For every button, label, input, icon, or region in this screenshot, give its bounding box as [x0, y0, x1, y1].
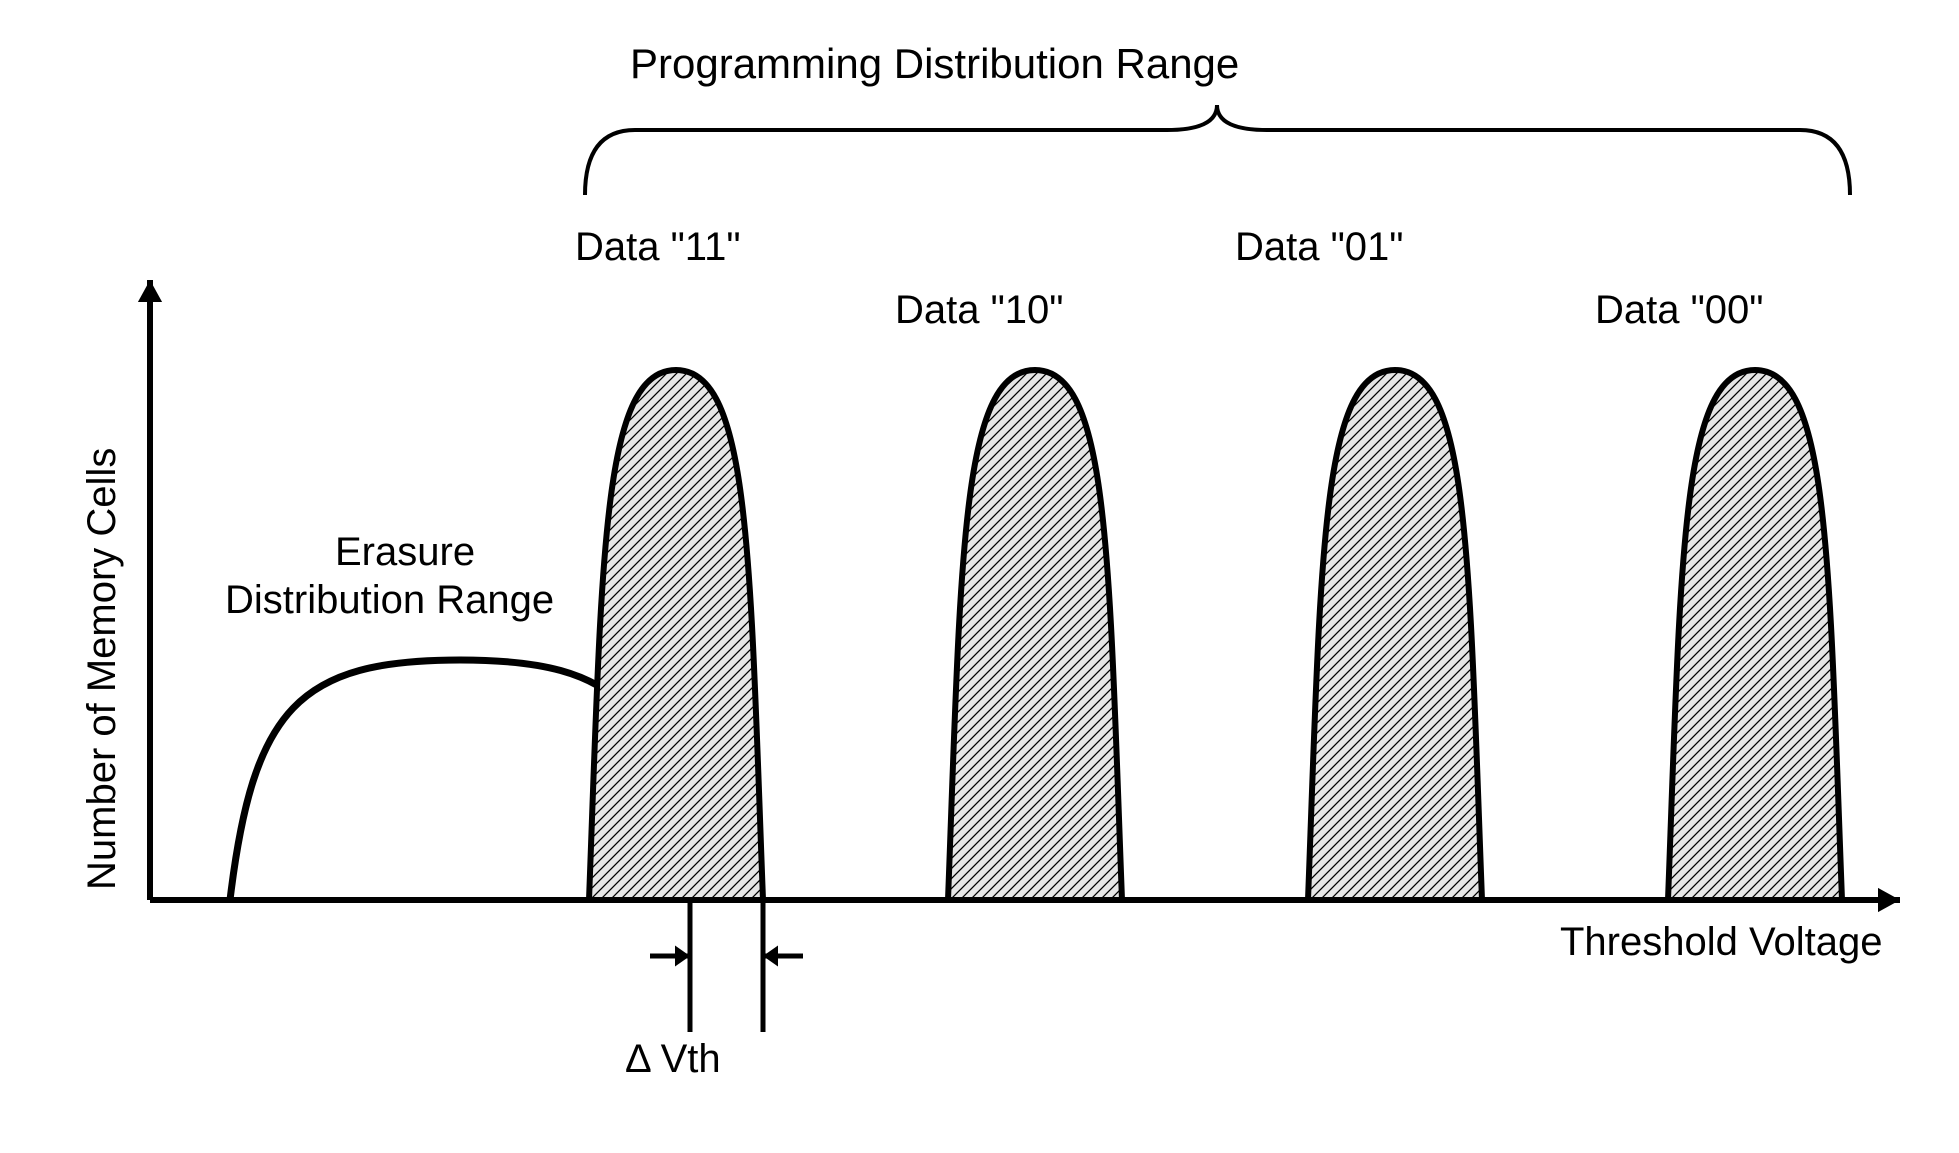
erasure-label-line2: Distribution Range: [225, 578, 554, 623]
data-distribution-1: [948, 370, 1122, 900]
x-axis-arrow: [1878, 888, 1900, 912]
x-axis-label: Threshold Voltage: [1560, 920, 1882, 965]
delta-vth-label: Δ Vth: [625, 1037, 721, 1082]
programming-range-brace: [585, 105, 1850, 195]
y-axis-label: Number of Memory Cells: [80, 448, 125, 890]
data-label-3: Data "00": [1595, 288, 1764, 333]
data-label-0: Data "11": [575, 225, 741, 270]
data-label-1: Data "10": [895, 288, 1064, 333]
data-label-2: Data "01": [1235, 225, 1404, 270]
data-distribution-2: [1308, 370, 1482, 900]
plot-svg: [0, 0, 1959, 1153]
programming-range-label: Programming Distribution Range: [630, 40, 1239, 88]
y-axis-arrow: [138, 280, 162, 302]
data-distribution-3: [1668, 370, 1842, 900]
erasure-label-line1: Erasure: [335, 530, 475, 575]
diagram-canvas: Threshold Voltage Number of Memory Cells P…: [0, 0, 1959, 1153]
data-distribution-0: [589, 370, 763, 900]
